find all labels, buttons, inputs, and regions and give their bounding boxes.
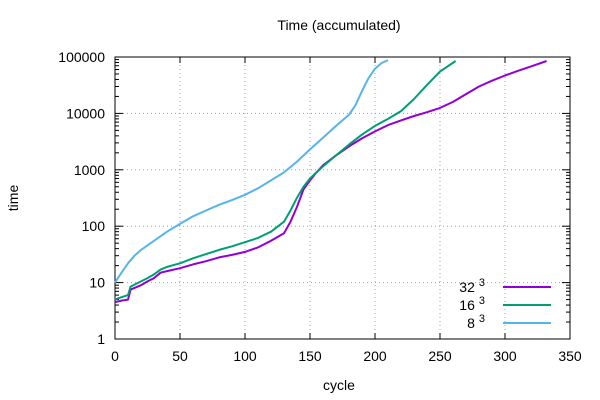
- legend-series-name: 16: [459, 297, 475, 313]
- y-axis-label: time: [5, 185, 21, 212]
- x-tick-label: 350: [558, 348, 582, 364]
- y-axis: 1 10 100 1000 10000 100000: [58, 49, 570, 347]
- y-tick-label: 1: [97, 331, 105, 347]
- y-tick-label: 100000: [58, 49, 105, 65]
- legend-series-name: 32: [459, 279, 475, 295]
- grid-lines: [115, 57, 570, 339]
- series-line-8: [114, 59, 389, 284]
- y-tick-label: 100: [82, 218, 106, 234]
- x-tick-label: 150: [298, 348, 322, 364]
- series-line-16: [114, 60, 457, 301]
- plot-frame: [114, 56, 571, 340]
- x-tick-label: 300: [493, 348, 517, 364]
- series-lines: [114, 59, 547, 304]
- x-tick-label: 250: [428, 348, 452, 364]
- legend-label: 16 3: [459, 295, 485, 313]
- x-tick-label: 200: [363, 348, 387, 364]
- x-tick-label: 0: [111, 348, 119, 364]
- legend-superscript: 3: [479, 313, 485, 325]
- legend: 32 316 38 3: [459, 277, 551, 331]
- x-axis: 0 50 100 150 200 250 300 350: [111, 57, 582, 364]
- chart-title: Time (accumulated): [277, 17, 400, 33]
- x-tick-label: 100: [233, 348, 257, 364]
- y-tick-label: 1000: [74, 162, 105, 178]
- y-tick-label: 10: [89, 275, 105, 291]
- x-axis-label: cycle: [323, 377, 355, 393]
- legend-label: 32 3: [459, 277, 485, 295]
- y-tick-label: 10000: [66, 105, 105, 121]
- series-line-32: [114, 60, 547, 304]
- legend-series-name: 8: [467, 315, 475, 331]
- legend-superscript: 3: [479, 295, 485, 307]
- x-tick-label: 50: [172, 348, 188, 364]
- legend-superscript: 3: [479, 277, 485, 289]
